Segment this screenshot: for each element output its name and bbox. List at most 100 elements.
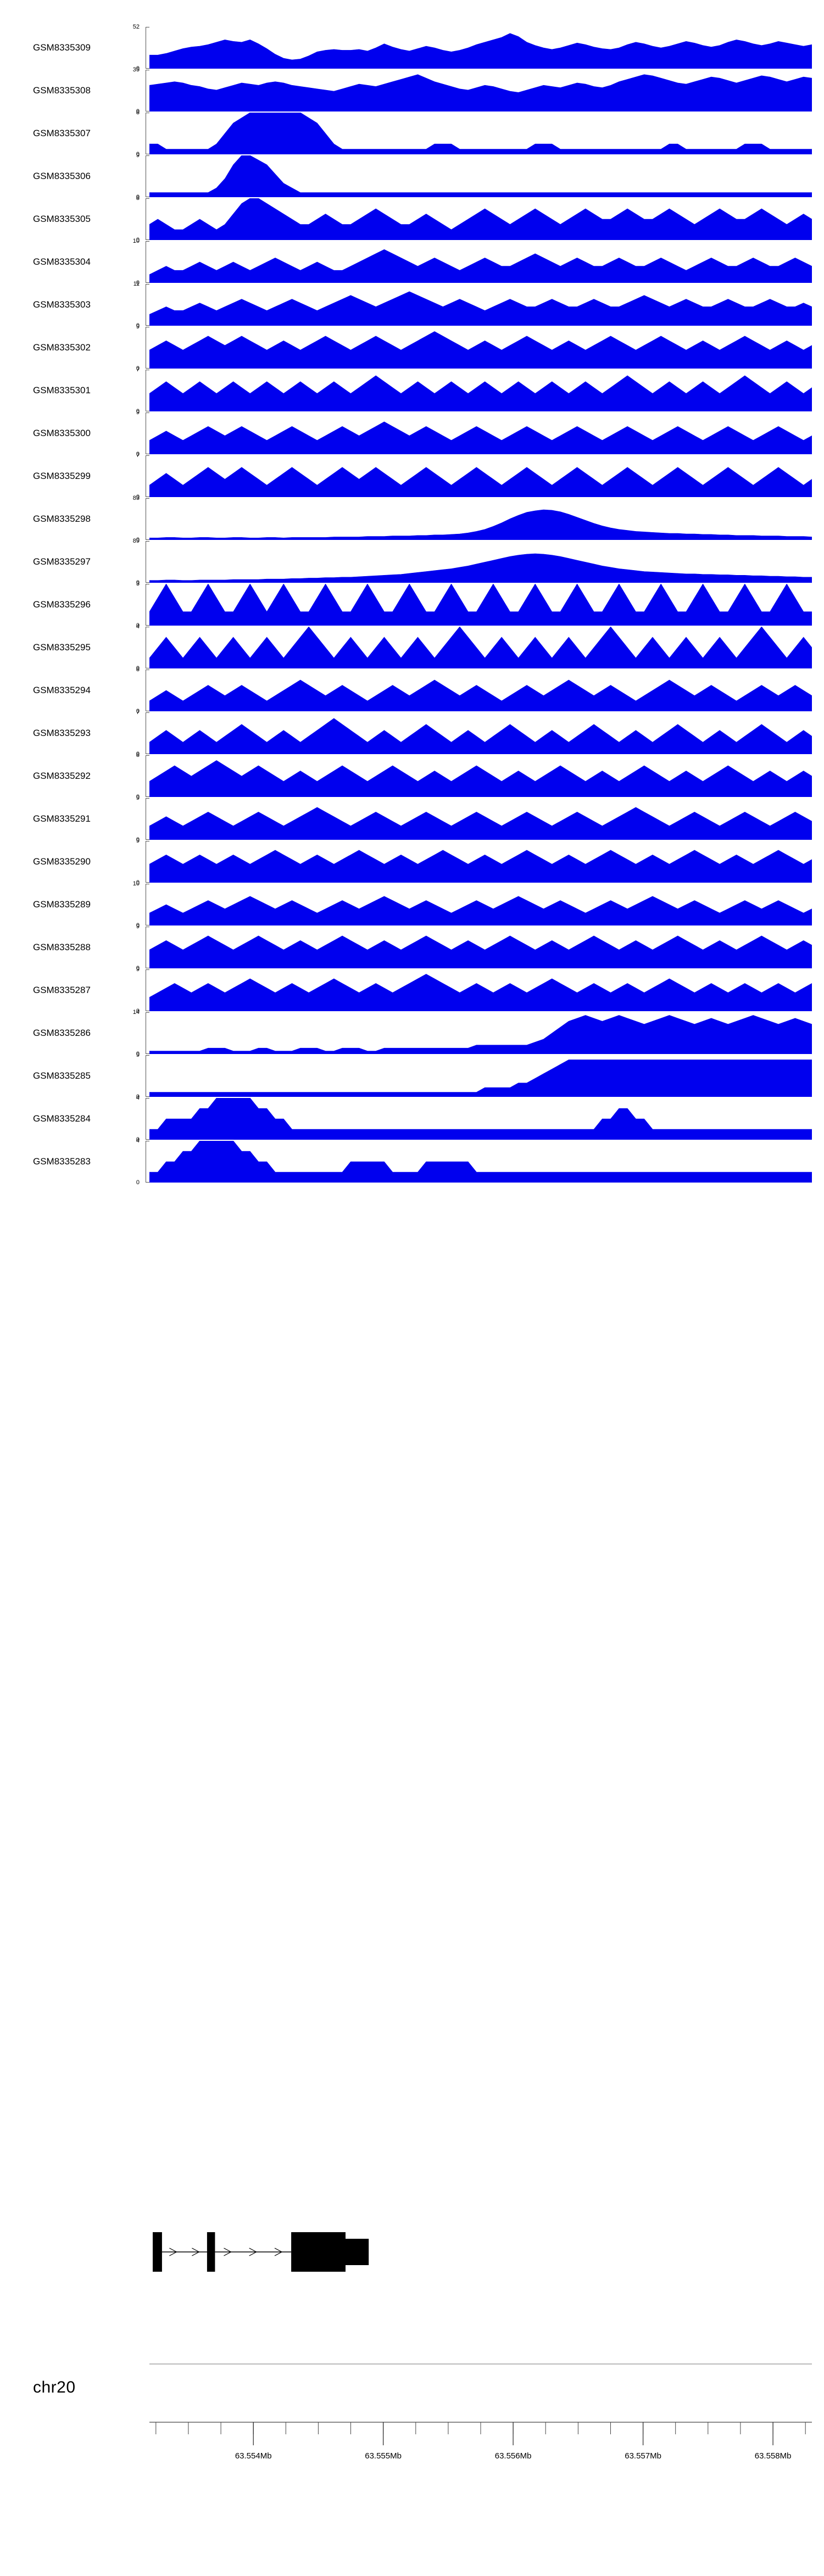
y-axis-tick-bottom (146, 1096, 149, 1097)
coverage-area-plot[interactable] (149, 70, 812, 111)
y-axis-tick-top (146, 155, 149, 156)
coverage-track[interactable]: GSM8335297 89 0 (0, 538, 824, 586)
coverage-track[interactable]: GSM8335298 83 0 (0, 495, 824, 543)
coverage-track[interactable]: GSM8335306 9 0 (0, 153, 824, 200)
coverage-area-plot[interactable] (149, 927, 812, 968)
track-label: GSM8335295 (33, 642, 91, 653)
y-axis: 35 0 (127, 67, 149, 115)
coverage-area-plot[interactable] (149, 884, 812, 925)
y-axis-max-label: 89 (132, 538, 140, 544)
track-label: GSM8335286 (33, 1028, 91, 1038)
coverage-track[interactable]: GSM8335299 7 0 (0, 453, 824, 500)
coverage-track[interactable]: GSM8335305 8 0 (0, 196, 824, 243)
track-label: GSM8335305 (33, 214, 91, 224)
coverage-area (149, 291, 812, 326)
y-axis-min-label: 0 (136, 408, 140, 415)
coverage-area-plot[interactable] (149, 1141, 812, 1183)
gene-exon[interactable] (291, 2232, 346, 2272)
coverage-track[interactable]: GSM8335288 9 0 (0, 924, 824, 972)
gene-model-track[interactable] (0, 2208, 824, 2296)
coverage-track[interactable]: GSM8335293 7 0 (0, 710, 824, 757)
gene-exon[interactable] (153, 2232, 162, 2272)
coverage-area (149, 760, 812, 797)
coverage-track[interactable]: GSM8335303 11 0 (0, 281, 824, 329)
y-axis-min-label: 0 (136, 579, 140, 586)
coverage-area-plot[interactable] (149, 1055, 812, 1097)
track-label: GSM8335304 (33, 257, 91, 267)
coverage-area-plot[interactable] (149, 284, 812, 326)
coverage-area-plot[interactable] (149, 455, 812, 497)
coverage-area-plot[interactable] (149, 798, 812, 840)
coverage-track[interactable]: GSM8335291 9 0 (0, 795, 824, 843)
y-axis-min-label: 0 (136, 1051, 140, 1057)
coverage-area (149, 1060, 812, 1097)
y-axis-tick-top (146, 198, 149, 199)
coverage-area (149, 509, 812, 540)
coverage-area-plot[interactable] (149, 969, 812, 1011)
y-axis-min-label: 0 (136, 237, 140, 243)
coverage-track[interactable]: GSM8335309 52 0 (0, 24, 824, 72)
coverage-track[interactable]: GSM8335285 9 0 (0, 1052, 824, 1100)
coverage-track[interactable]: GSM8335300 9 0 (0, 409, 824, 458)
y-axis-tick-top (146, 712, 149, 713)
coverage-track[interactable]: GSM8335290 9 0 (0, 838, 824, 886)
coverage-area-plot[interactable] (149, 627, 812, 668)
coverage-area-plot[interactable] (149, 27, 812, 69)
track-label: GSM8335306 (33, 171, 91, 181)
coverage-area-plot[interactable] (149, 584, 812, 626)
coverage-track[interactable]: GSM8335294 8 0 (0, 667, 824, 715)
gene-exon[interactable] (207, 2232, 215, 2272)
coverage-area-plot[interactable] (149, 841, 812, 883)
coverage-area-plot[interactable] (149, 113, 812, 154)
y-axis-max-label: 9 (136, 795, 140, 801)
y-axis-tick-bottom (146, 882, 149, 883)
coverage-track[interactable]: GSM8335284 4 0 (0, 1095, 824, 1143)
y-axis: 83 0 (127, 495, 149, 543)
coverage-track[interactable]: GSM8335286 14 0 (0, 1010, 824, 1057)
track-label: GSM8335285 (33, 1070, 91, 1081)
coverage-track[interactable]: GSM8335296 3 0 (0, 581, 824, 629)
coverage-area-plot[interactable] (149, 1098, 812, 1140)
y-axis-min-label: 0 (136, 837, 140, 843)
coverage-track[interactable]: GSM8335302 9 0 (0, 324, 824, 372)
coverage-track[interactable]: GSM8335283 4 0 (0, 1138, 824, 1186)
y-axis-min-label: 0 (136, 1008, 140, 1014)
coverage-track[interactable]: GSM8335292 8 0 (0, 752, 824, 800)
gene-exon[interactable] (346, 2239, 369, 2265)
strand-arrow-icon (192, 2248, 200, 2256)
coverage-area (149, 113, 812, 154)
coverage-area-plot[interactable] (149, 155, 812, 197)
y-axis-min-label: 0 (136, 622, 140, 629)
coverage-track[interactable]: GSM8335307 8 0 (0, 110, 824, 158)
axis-tick-label: 63.556Mb (495, 2451, 532, 2461)
coverage-area-plot[interactable] (149, 327, 812, 369)
coverage-track[interactable]: GSM8335301 7 0 (0, 367, 824, 415)
coverage-track[interactable]: GSM8335295 4 0 (0, 624, 824, 672)
y-axis-tick-top (146, 284, 149, 285)
coverage-area-plot[interactable] (149, 541, 812, 583)
y-axis-tick-top (146, 1098, 149, 1099)
coverage-area-plot[interactable] (149, 412, 812, 454)
coverage-area-plot[interactable] (149, 498, 812, 540)
y-axis-max-label: 9 (136, 409, 140, 416)
y-axis-tick-bottom (146, 282, 149, 283)
coverage-area-plot[interactable] (149, 755, 812, 797)
coverage-track[interactable]: GSM8335304 10 0 (0, 238, 824, 286)
coverage-track[interactable]: GSM8335287 9 0 (0, 967, 824, 1014)
y-axis-max-label: 3 (136, 581, 140, 587)
coverage-area-plot[interactable] (149, 670, 812, 711)
coverage-area-plot[interactable] (149, 198, 812, 240)
coverage-area-plot[interactable] (149, 241, 812, 283)
coverage-area-plot[interactable] (149, 1012, 812, 1054)
track-label: GSM8335307 (33, 128, 91, 138)
y-axis-tick-top (146, 541, 149, 542)
coverage-track[interactable]: GSM8335308 35 0 (0, 67, 824, 115)
coverage-track[interactable]: GSM8335289 10 0 (0, 881, 824, 929)
track-label: GSM8335296 (33, 599, 91, 610)
coverage-area-plot[interactable] (149, 370, 812, 411)
coverage-area-plot[interactable] (149, 712, 812, 754)
